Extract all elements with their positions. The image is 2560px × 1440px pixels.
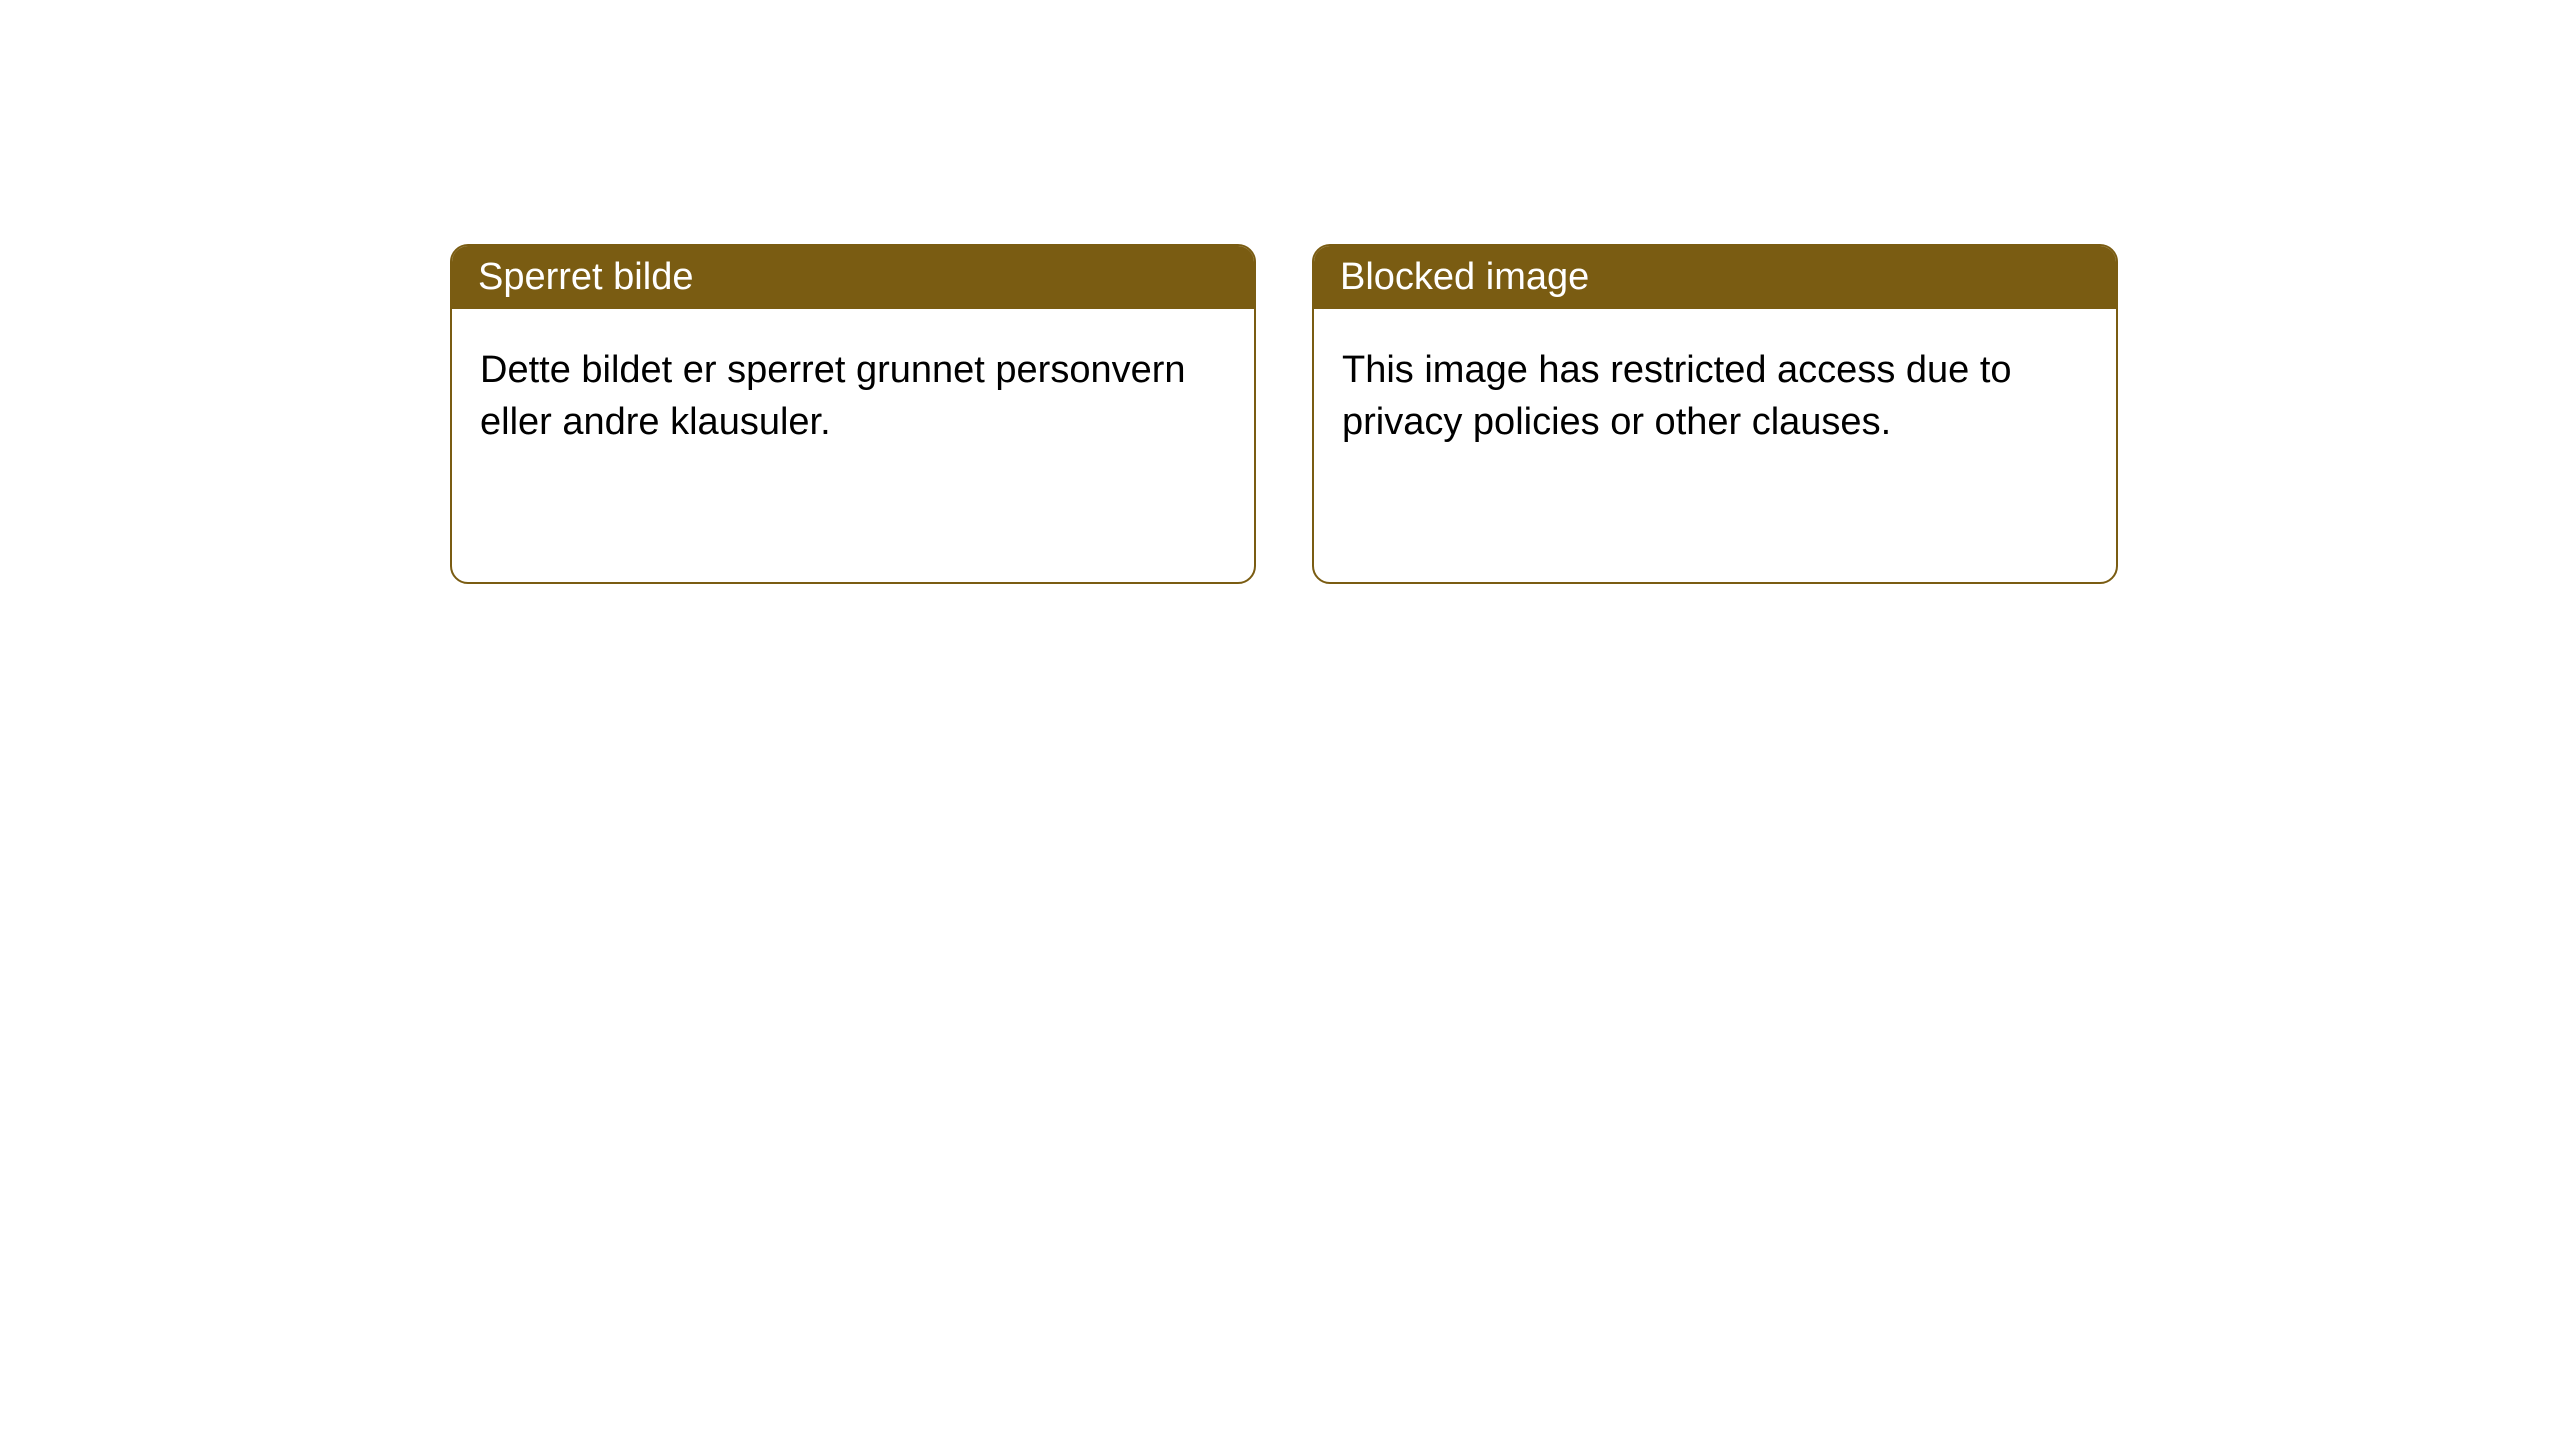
- notice-container: Sperret bilde Dette bildet er sperret gr…: [0, 0, 2560, 584]
- notice-body-english: This image has restricted access due to …: [1314, 309, 2116, 484]
- notice-title-english: Blocked image: [1314, 246, 2116, 309]
- notice-body-norwegian: Dette bildet er sperret grunnet personve…: [452, 309, 1254, 484]
- notice-card-norwegian: Sperret bilde Dette bildet er sperret gr…: [450, 244, 1256, 584]
- notice-title-norwegian: Sperret bilde: [452, 246, 1254, 309]
- notice-card-english: Blocked image This image has restricted …: [1312, 244, 2118, 584]
